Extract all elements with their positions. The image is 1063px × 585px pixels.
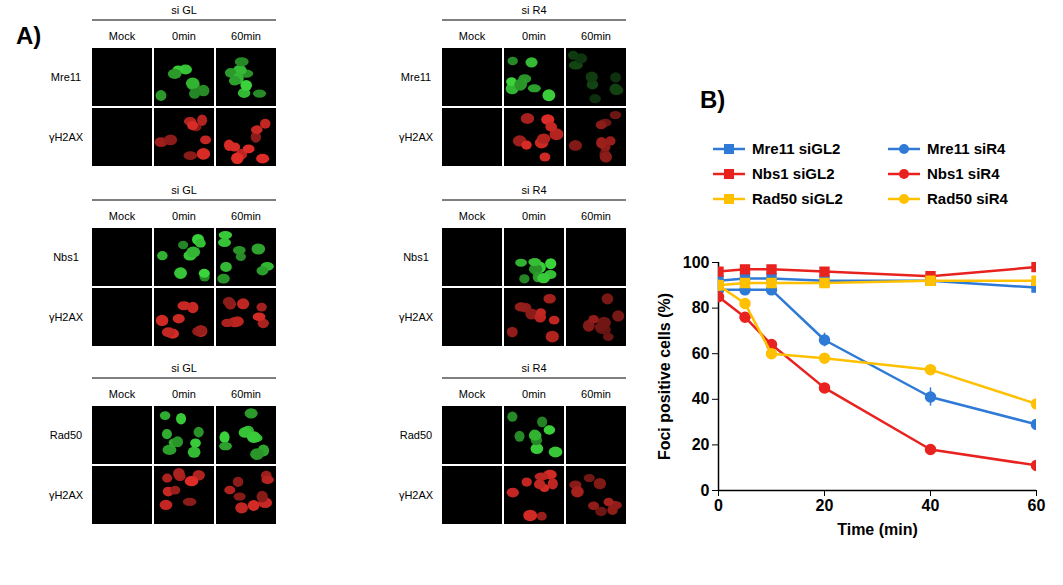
svg-text:Foci positive cells (%): Foci positive cells (%) — [656, 293, 673, 460]
svg-text:0min: 0min — [172, 210, 196, 222]
svg-text:100: 100 — [683, 254, 710, 271]
svg-text:Time (min): Time (min) — [837, 521, 918, 538]
html-text:B): B) — [700, 86, 726, 113]
svg-text:0min: 0min — [522, 210, 546, 222]
svg-text:Mock: Mock — [109, 30, 136, 42]
svg-text:si GL: si GL — [171, 184, 197, 196]
svg-text:60min: 60min — [231, 30, 261, 42]
html-text:Rad50 siR4: Rad50 siR4 — [927, 190, 1008, 207]
svg-text:Rad50: Rad50 — [50, 429, 82, 441]
svg-text:0: 0 — [714, 497, 723, 514]
svg-text:si R4: si R4 — [521, 362, 546, 374]
html-text:Nbs1 siR4: Nbs1 siR4 — [927, 165, 1000, 182]
svg-text:20: 20 — [692, 436, 710, 453]
svg-text:80: 80 — [692, 299, 710, 316]
svg-text:60min: 60min — [231, 210, 261, 222]
svg-text:si GL: si GL — [171, 4, 197, 16]
svg-text:Mock: Mock — [459, 30, 486, 42]
svg-text:γH2AX: γH2AX — [49, 131, 84, 143]
svg-text:γH2AX: γH2AX — [399, 489, 434, 501]
svg-text:40: 40 — [922, 497, 940, 514]
svg-text:0: 0 — [701, 482, 710, 499]
svg-text:0min: 0min — [172, 30, 196, 42]
html-text:Rad50 siGL2: Rad50 siGL2 — [752, 190, 843, 207]
svg-text:60min: 60min — [231, 388, 261, 400]
svg-text:Nbs1: Nbs1 — [403, 251, 429, 263]
svg-text:γH2AX: γH2AX — [399, 131, 434, 143]
svg-text:γH2AX: γH2AX — [49, 489, 84, 501]
svg-text:60: 60 — [1028, 497, 1046, 514]
svg-text:Mock: Mock — [109, 210, 136, 222]
html-text:Nbs1 siGL2: Nbs1 siGL2 — [752, 165, 835, 182]
svg-text:60min: 60min — [581, 388, 611, 400]
svg-text:Nbs1: Nbs1 — [53, 251, 79, 263]
svg-text:0min: 0min — [172, 388, 196, 400]
svg-text:Mock: Mock — [109, 388, 136, 400]
svg-text:Mre11: Mre11 — [51, 71, 81, 83]
svg-text:A): A) — [16, 22, 41, 49]
svg-text:20: 20 — [816, 497, 834, 514]
svg-text:si GL: si GL — [171, 362, 197, 374]
svg-text:si R4: si R4 — [521, 4, 546, 16]
svg-text:0min: 0min — [522, 30, 546, 42]
svg-text:60min: 60min — [581, 30, 611, 42]
html-text:Mre11 siGL2: Mre11 siGL2 — [752, 140, 841, 157]
svg-text:40: 40 — [692, 390, 710, 407]
svg-text:si R4: si R4 — [521, 184, 546, 196]
svg-text:60: 60 — [692, 345, 710, 362]
html-text:Mre11 siR4: Mre11 siR4 — [927, 140, 1006, 157]
svg-text:Mre11: Mre11 — [401, 71, 431, 83]
svg-text:Mock: Mock — [459, 388, 486, 400]
svg-text:γH2AX: γH2AX — [49, 311, 84, 323]
svg-text:Rad50: Rad50 — [400, 429, 432, 441]
svg-text:γH2AX: γH2AX — [399, 311, 434, 323]
svg-text:Mock: Mock — [459, 210, 486, 222]
svg-text:60min: 60min — [581, 210, 611, 222]
svg-text:0min: 0min — [522, 388, 546, 400]
